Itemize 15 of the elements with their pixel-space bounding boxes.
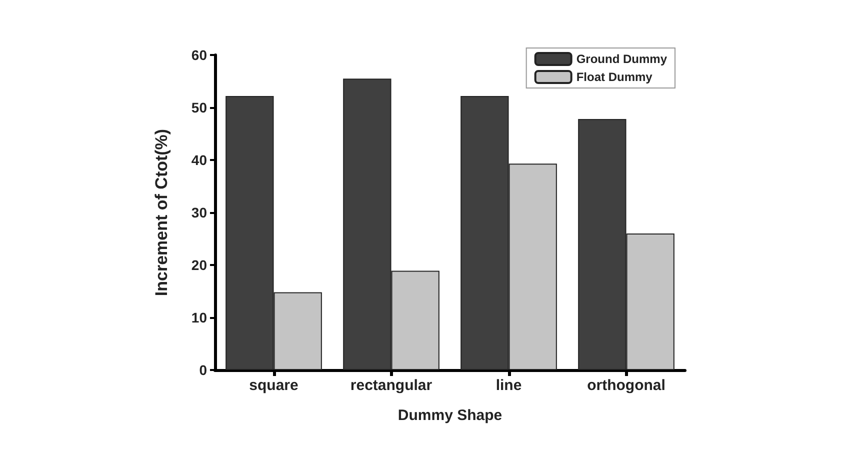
x-axis-title: Dummy Shape (398, 407, 502, 424)
x-tick-label: square (249, 377, 298, 394)
legend-label: Float Dummy (576, 70, 653, 84)
y-tick-label: 60 (191, 47, 208, 63)
y-tick-label: 40 (191, 152, 208, 168)
y-tick-label: 10 (191, 310, 208, 326)
x-tick-label: orthogonal (587, 377, 666, 394)
y-tick-label: 0 (199, 362, 208, 378)
y-axis-title: Increment of Ctot(%) (152, 128, 171, 296)
y-tick-label: 20 (191, 257, 208, 273)
y-tick-label: 30 (191, 204, 208, 220)
y-tick-label: 50 (191, 100, 208, 116)
x-tick-label: rectangular (350, 377, 432, 394)
legend-label: Ground Dummy (576, 52, 668, 66)
x-tick-label: line (496, 377, 522, 394)
